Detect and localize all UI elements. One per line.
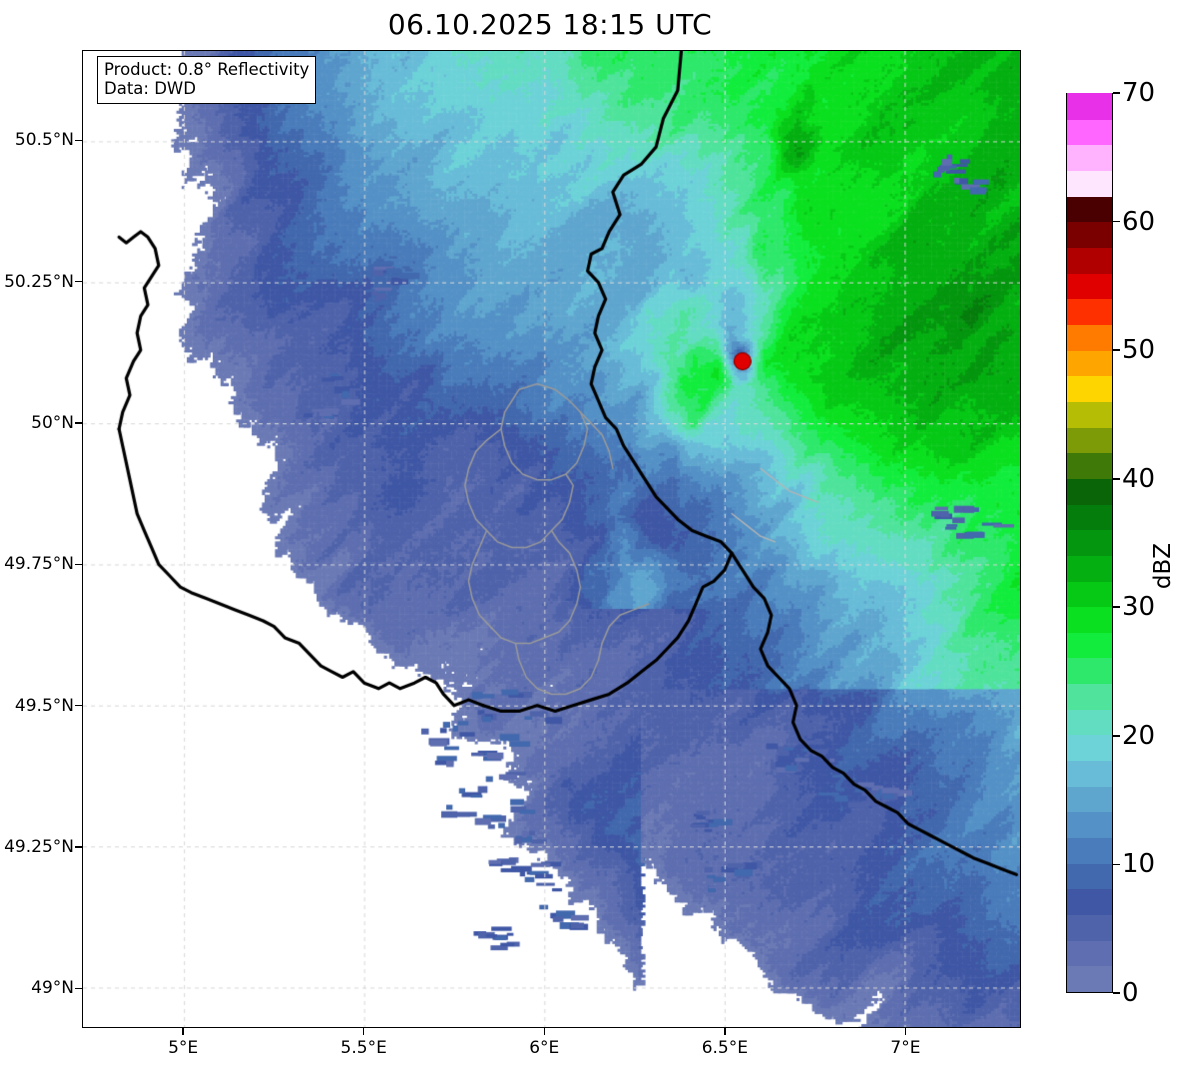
colorbar-band-26 <box>1067 298 1112 325</box>
colorbar-band-29 <box>1067 221 1112 248</box>
colorbar-band-0 <box>1067 965 1112 992</box>
y-tick-label-4: 49.5°N <box>14 695 74 716</box>
colorbar-tick-label-1: 60 <box>1122 206 1156 237</box>
x-tick-mark-0 <box>182 1028 184 1035</box>
y-tick-mark-1 <box>75 281 82 283</box>
colorbar-band-31 <box>1067 170 1112 197</box>
colorbar-band-19 <box>1067 478 1112 505</box>
colorbar-band-10 <box>1067 709 1112 736</box>
colorbar-tick-mark-1 <box>1113 220 1120 223</box>
colorbar-tick-mark-2 <box>1113 349 1120 351</box>
colorbar-tick-label-6: 10 <box>1122 849 1156 880</box>
y-tick-label-5: 49.25°N <box>4 837 74 858</box>
y-tick-label-6: 49°N <box>31 978 74 999</box>
x-tick-mark-4 <box>904 1028 907 1035</box>
colorbar-tick-label-3: 40 <box>1122 463 1156 494</box>
colorbar-tick-mark-7 <box>1113 992 1120 994</box>
colorbar-tick-label-4: 30 <box>1122 592 1156 623</box>
product-info-box: Product: 0.8° Reflectivity Data: DWD <box>97 56 317 104</box>
colorbar-tick-label-7: 0 <box>1122 978 1139 1008</box>
colorbar-band-21 <box>1067 427 1112 454</box>
data-source-label: Data: DWD <box>104 79 196 99</box>
colorbar-band-15 <box>1067 580 1112 608</box>
colorbar-tick-mark-3 <box>1113 477 1120 480</box>
x-tick-mark-1 <box>363 1028 365 1035</box>
x-tick-mark-3 <box>724 1028 726 1035</box>
y-tick-label-1: 50.25°N <box>4 271 74 292</box>
colorbar-band-24 <box>1067 350 1112 377</box>
colorbar-band-28 <box>1067 247 1112 274</box>
colorbar-band-30 <box>1067 196 1112 223</box>
colorbar-band-13 <box>1067 632 1112 659</box>
radar-map-axes <box>82 50 1021 1028</box>
colorbar-band-3 <box>1067 888 1112 916</box>
colorbar-band-4 <box>1067 863 1112 890</box>
colorbar-band-8 <box>1067 760 1112 787</box>
colorbar-band-27 <box>1067 273 1112 300</box>
x-tick-label-4: 7°E <box>890 1038 921 1058</box>
colorbar-tick-mark-0 <box>1113 92 1120 94</box>
colorbar-band-22 <box>1067 401 1112 428</box>
colorbar-band-32 <box>1067 144 1112 171</box>
colorbar-tick-label-5: 20 <box>1122 720 1156 751</box>
product-label: Product: 0.8° Reflectivity <box>104 60 310 79</box>
y-tick-mark-0 <box>75 139 82 142</box>
colorbar-band-1 <box>1067 940 1112 967</box>
radar-reflectivity-canvas <box>83 51 1020 1027</box>
colorbar-band-25 <box>1067 324 1112 351</box>
y-tick-label-0: 50.5°N <box>14 130 74 151</box>
colorbar-band-2 <box>1067 914 1112 941</box>
colorbar-unit-label: dBZ <box>1150 543 1176 590</box>
colorbar-tick-mark-6 <box>1113 863 1120 866</box>
y-tick-label-2: 50°N <box>31 413 74 434</box>
colorbar-tick-label-2: 50 <box>1122 335 1156 366</box>
x-tick-label-0: 5°E <box>168 1038 199 1058</box>
colorbar-band-34 <box>1067 93 1112 120</box>
colorbar-band-5 <box>1067 837 1112 864</box>
colorbar-band-18 <box>1067 503 1112 531</box>
colorbar-band-20 <box>1067 452 1112 479</box>
x-tick-mark-2 <box>543 1028 545 1035</box>
colorbar-band-17 <box>1067 529 1112 556</box>
x-tick-label-2: 6°E <box>529 1038 560 1058</box>
y-tick-mark-6 <box>75 987 82 990</box>
colorbar-band-11 <box>1067 683 1112 710</box>
colorbar-tick-label-0: 70 <box>1122 78 1156 108</box>
colorbar-band-12 <box>1067 657 1112 685</box>
colorbar-tick-mark-4 <box>1113 606 1120 609</box>
colorbar-band-7 <box>1067 786 1112 813</box>
colorbar-band-16 <box>1067 555 1112 582</box>
x-tick-label-1: 5.5°E <box>340 1038 387 1058</box>
page-title: 06.10.2025 18:15 UTC <box>387 8 713 41</box>
y-tick-mark-2 <box>75 422 82 424</box>
y-tick-mark-3 <box>75 563 82 566</box>
x-tick-label-3: 6.5°E <box>701 1038 748 1058</box>
colorbar-band-14 <box>1067 606 1112 633</box>
y-tick-mark-4 <box>75 705 82 707</box>
colorbar-tick-mark-5 <box>1113 735 1120 737</box>
colorbar-band-33 <box>1067 119 1112 146</box>
colorbar-band-6 <box>1067 811 1112 839</box>
reflectivity-colorbar <box>1066 93 1113 993</box>
y-tick-mark-5 <box>75 846 82 848</box>
y-tick-label-3: 49.75°N <box>4 554 74 575</box>
colorbar-band-9 <box>1067 734 1112 762</box>
colorbar-band-23 <box>1067 375 1112 402</box>
